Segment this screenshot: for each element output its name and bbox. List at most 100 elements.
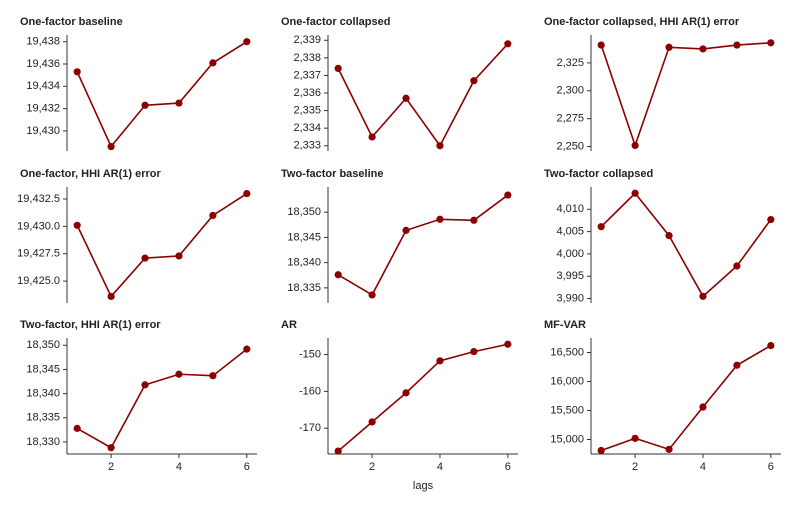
data-point bbox=[436, 357, 444, 365]
y-tick-label: 18,345 bbox=[287, 231, 321, 243]
data-point bbox=[436, 142, 444, 150]
data-point bbox=[107, 444, 115, 452]
panel-title: One-factor collapsed, HHI AR(1) error bbox=[544, 16, 740, 28]
data-point bbox=[73, 221, 81, 229]
data-point bbox=[73, 68, 81, 76]
data-point bbox=[767, 39, 775, 47]
x-tick-label: 4 bbox=[437, 461, 443, 473]
series-line bbox=[600, 192, 772, 298]
y-tick-label: 18,350 bbox=[26, 339, 60, 351]
y-tick-label: 2,338 bbox=[293, 52, 321, 64]
data-point bbox=[107, 142, 115, 151]
data-point bbox=[436, 215, 444, 223]
y-tick-label: 19,432.5 bbox=[17, 193, 60, 205]
series-line bbox=[337, 194, 509, 297]
series-line bbox=[337, 43, 509, 148]
data-point bbox=[175, 99, 183, 107]
y-tick-label: 2,335 bbox=[293, 104, 321, 116]
data-point bbox=[402, 94, 410, 102]
data-point bbox=[243, 189, 251, 198]
data-point bbox=[243, 345, 251, 353]
data-point bbox=[504, 40, 512, 48]
y-tick-label: 2,339 bbox=[293, 34, 321, 46]
y-tick-label: 2,337 bbox=[293, 69, 321, 81]
panel-title: One-factor baseline bbox=[20, 16, 123, 28]
data-point bbox=[73, 424, 81, 432]
panel-title: Two-factor, HHI AR(1) error bbox=[20, 319, 161, 331]
y-tick-label: 2,334 bbox=[293, 122, 321, 134]
series-line bbox=[600, 42, 771, 148]
y-tick-label: 4,010 bbox=[556, 203, 584, 215]
y-tick-label: 15,500 bbox=[550, 404, 584, 416]
series-line bbox=[76, 41, 248, 149]
x-tick-label: 6 bbox=[505, 461, 511, 473]
y-tick-label: 4,000 bbox=[556, 248, 584, 260]
x-tick-label: 2 bbox=[108, 461, 114, 473]
data-point bbox=[334, 447, 342, 455]
data-point bbox=[699, 292, 707, 300]
data-point bbox=[631, 189, 639, 197]
data-point bbox=[141, 381, 149, 389]
y-tick-label: 19,438 bbox=[26, 36, 60, 48]
data-point bbox=[209, 59, 217, 67]
data-point bbox=[175, 252, 183, 260]
y-tick-label: 18,340 bbox=[26, 387, 60, 399]
data-point bbox=[470, 77, 478, 85]
y-tick-label: 18,345 bbox=[26, 363, 60, 375]
y-tick-label: 16,000 bbox=[550, 375, 584, 387]
data-point bbox=[733, 361, 741, 369]
y-tick-label: 3,995 bbox=[556, 270, 584, 282]
data-point bbox=[597, 446, 605, 455]
data-point bbox=[334, 271, 342, 279]
y-tick-label: 2,336 bbox=[293, 87, 321, 99]
data-point bbox=[470, 216, 478, 224]
x-axis-label: lags bbox=[413, 480, 434, 492]
panel-title: AR bbox=[281, 319, 297, 331]
data-point bbox=[699, 403, 707, 411]
panel-title: One-factor, HHI AR(1) error bbox=[20, 168, 162, 180]
data-point bbox=[504, 340, 512, 348]
series-line bbox=[76, 348, 248, 449]
y-tick-label: 18,330 bbox=[26, 436, 60, 448]
series-line bbox=[337, 343, 508, 452]
y-tick-label: 18,350 bbox=[287, 206, 321, 218]
data-point bbox=[334, 64, 342, 72]
data-point bbox=[665, 445, 673, 453]
data-point bbox=[597, 41, 605, 49]
x-tick-label: 6 bbox=[768, 461, 774, 473]
data-point bbox=[733, 262, 741, 270]
data-point bbox=[368, 291, 376, 299]
y-tick-label: 16,500 bbox=[550, 346, 584, 358]
y-tick-label: 2,275 bbox=[556, 113, 584, 125]
y-tick-label: 3,990 bbox=[556, 292, 584, 304]
data-point bbox=[175, 370, 183, 378]
y-tick-label: 4,005 bbox=[556, 226, 584, 238]
x-tick-label: 6 bbox=[244, 461, 250, 473]
data-point bbox=[665, 232, 673, 240]
x-tick-label: 4 bbox=[176, 461, 182, 473]
y-tick-label: -170 bbox=[299, 422, 321, 434]
data-point bbox=[597, 223, 605, 231]
y-tick-label: 19,425.0 bbox=[17, 275, 60, 287]
data-point bbox=[767, 215, 775, 224]
y-tick-label: 18,335 bbox=[287, 282, 321, 294]
data-point bbox=[631, 141, 639, 150]
data-point bbox=[402, 226, 410, 234]
panel-title: Two-factor baseline bbox=[281, 168, 383, 180]
data-point bbox=[243, 38, 251, 46]
y-tick-label: 2,325 bbox=[556, 57, 584, 69]
data-point bbox=[470, 348, 478, 356]
data-point bbox=[665, 43, 673, 51]
y-tick-label: -160 bbox=[299, 385, 321, 397]
x-tick-label: 4 bbox=[700, 461, 706, 473]
data-point bbox=[733, 41, 741, 49]
y-tick-label: 19,430 bbox=[26, 125, 60, 137]
x-tick-label: 2 bbox=[369, 461, 375, 473]
y-tick-label: 2,250 bbox=[556, 140, 584, 152]
data-point bbox=[767, 341, 775, 350]
data-point bbox=[368, 418, 376, 426]
data-point bbox=[209, 372, 217, 380]
data-point bbox=[141, 254, 149, 262]
data-point bbox=[209, 211, 217, 220]
